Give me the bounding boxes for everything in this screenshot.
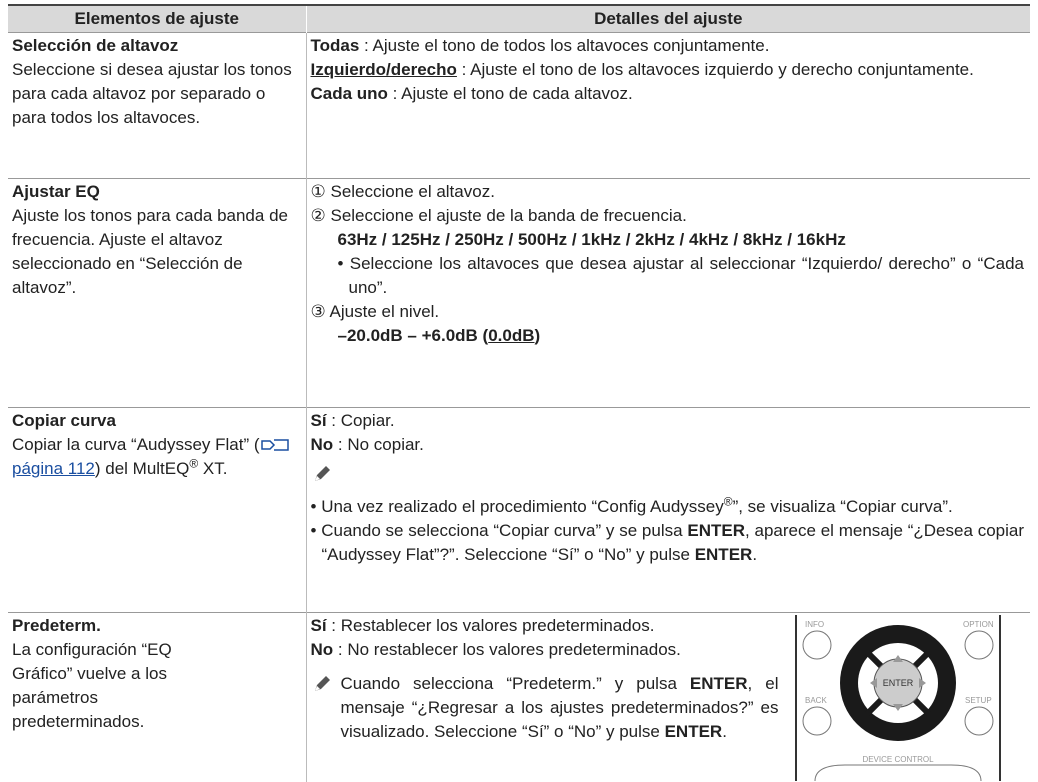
remote-label: SETUP (965, 696, 992, 705)
step-note: • Seleccione los altavoces que desea aju… (337, 254, 1024, 297)
remote-label: DEVICE CONTROL (862, 755, 934, 764)
registered: ® (723, 494, 733, 509)
note-icon-line (310, 457, 1025, 495)
detail-cell: Todas : Ajuste el tono de todos los alta… (306, 32, 1030, 179)
row: Selección de altavoz Seleccione si desea… (8, 32, 1030, 179)
step: ① Seleccione el altavoz. (311, 180, 1025, 204)
range-default: 0.0dB (488, 326, 535, 345)
key: ENTER (687, 521, 745, 540)
option-text: : No copiar. (333, 435, 424, 454)
option-term: No (310, 435, 334, 454)
text: ) del MultEQ (94, 459, 190, 478)
remote-illustration: INFO OPTION ENTER BACK SETUP DEVICE CONT… (794, 615, 1001, 781)
header-cell: Elementos de ajuste (8, 4, 307, 33)
text: Cuando selecciona “Predeterm.” y pulsa (340, 674, 690, 693)
item-description: Copiar la curva “Audyssey Flat” ( página … (12, 433, 300, 481)
item-cell: Copiar curva Copiar la curva “Audyssey F… (8, 407, 307, 613)
row: Ajustar EQ Ajuste los tonos para cada ba… (8, 178, 1030, 408)
key: ENTER (689, 674, 748, 693)
range-text: ) (534, 326, 541, 345)
detail-cell: Sí : Restablecer los valores predetermin… (306, 612, 1030, 782)
note: • Una vez realizado el procedimiento “Co… (310, 494, 953, 516)
settings-table: Elementos de ajuste Detalles del ajuste … (8, 4, 1030, 782)
step-text: Ajuste el nivel. (329, 302, 440, 321)
option-term: Sí (310, 616, 327, 635)
step: ② Seleccione el ajuste de la banda de fr… (311, 204, 1025, 228)
text: , aparece el mensaje “¿Desea copiar “Aud… (321, 521, 1025, 564)
detail-cell: ① Seleccione el altavoz. ② Seleccione el… (306, 178, 1030, 408)
registered: ® (189, 456, 199, 471)
option: Cada uno : Ajuste el tono de cada altavo… (311, 82, 1025, 106)
text: Una vez realizado el procedimiento “Conf… (321, 497, 724, 516)
option-term: Sí (310, 411, 327, 430)
option-term: Cada uno (310, 84, 388, 103)
step: ③ Ajuste el nivel. (311, 300, 1025, 324)
item-cell: Ajustar EQ Ajuste los tonos para cada ba… (8, 178, 307, 408)
remote-label: ENTER (882, 678, 913, 688)
step-marker: ② (310, 206, 326, 225)
remote-label: INFO (805, 620, 824, 629)
remote-label: OPTION (963, 620, 994, 629)
option: No : No restablecer los valores predeter… (311, 638, 779, 662)
step-values: 63Hz / 125Hz / 250Hz / 500Hz / 1kHz / 2k… (337, 230, 846, 249)
remote-label: BACK (805, 696, 827, 705)
key: ENTER (664, 722, 723, 741)
text: Copiar la curva “Audyssey Flat” ( (12, 435, 260, 454)
step-range: –20.0dB – +6.0dB (0.0dB) (311, 324, 1025, 348)
option-text: : Ajuste el tono de cada altavoz. (387, 84, 633, 103)
item-title: Copiar curva (12, 411, 116, 430)
row: Copiar curva Copiar la curva “Audyssey F… (8, 407, 1030, 613)
option: No : No copiar. (311, 433, 1025, 457)
item-title: Ajustar EQ (12, 182, 100, 201)
item-title: Selección de altavoz (12, 36, 179, 55)
pencil-icon (310, 462, 333, 485)
step-text: Seleccione el ajuste de la banda de frec… (330, 206, 687, 225)
ref-icon (260, 439, 289, 451)
note: • Cuando se selecciona “Copiar curva” y … (310, 521, 1025, 564)
step-marker: ① (310, 182, 326, 201)
item-description: La configuración “EQ Gráfico” vuelve a l… (12, 640, 172, 731)
text: . (722, 722, 727, 741)
option-term: Izquierdo/derecho (310, 60, 457, 79)
item-cell: Predeterm. La configuración “EQ Gráfico”… (8, 612, 307, 782)
option: Sí : Copiar. (311, 409, 1025, 433)
option-text: : Ajuste el tono de los altavoces izquie… (456, 60, 974, 79)
option-text: : Ajuste el tono de todos los altavoces … (359, 36, 770, 55)
range-text: –20.0dB – +6.0dB ( (337, 326, 489, 345)
row: Predeterm. La configuración “EQ Gráfico”… (8, 612, 1030, 782)
option-text: : Restablecer los valores predeterminado… (326, 616, 655, 635)
detail-cell: Sí : Copiar. No : No copiar. • Una vez r… (306, 407, 1030, 613)
item-title: Predeterm. (12, 616, 101, 635)
step-marker: ③ (310, 302, 326, 321)
item-description: Seleccione si desea ajustar los tonos pa… (12, 60, 292, 127)
option-text: : No restablecer los valores predetermin… (333, 640, 681, 659)
step-text: Seleccione el altavoz. (330, 182, 495, 201)
key: ENTER (694, 545, 753, 564)
option-term: No (310, 640, 334, 659)
item-description: Ajuste los tonos para cada banda de frec… (12, 206, 288, 297)
option: Sí : Restablecer los valores predetermin… (311, 614, 779, 638)
header-cell: Detalles del ajuste (306, 4, 1030, 33)
note-text: Seleccione los altavoces que desea ajust… (348, 254, 1024, 297)
page-link[interactable]: página 112 (12, 459, 95, 478)
option: Todas : Ajuste el tono de todos los alta… (311, 34, 1025, 58)
option-text: : Copiar. (326, 411, 395, 430)
option-term: Todas (310, 36, 360, 55)
text: Cuando se selecciona “Copiar curva” y se… (321, 521, 688, 540)
header-row: Elementos de ajuste Detalles del ajuste (8, 4, 1030, 33)
option: Izquierdo/derecho : Ajuste el tono de lo… (311, 58, 1025, 82)
text: ”, se visualiza “Copiar curva”. (732, 497, 953, 516)
text: . (752, 545, 758, 564)
note: Cuando selecciona “Predeterm.” y pulsa E… (311, 672, 779, 744)
pencil-icon (314, 676, 330, 691)
text: , el mensaje “¿Regresar a los ajustes pr… (340, 674, 779, 741)
item-cell: Selección de altavoz Seleccione si desea… (8, 32, 307, 179)
text: XT. (198, 459, 228, 478)
